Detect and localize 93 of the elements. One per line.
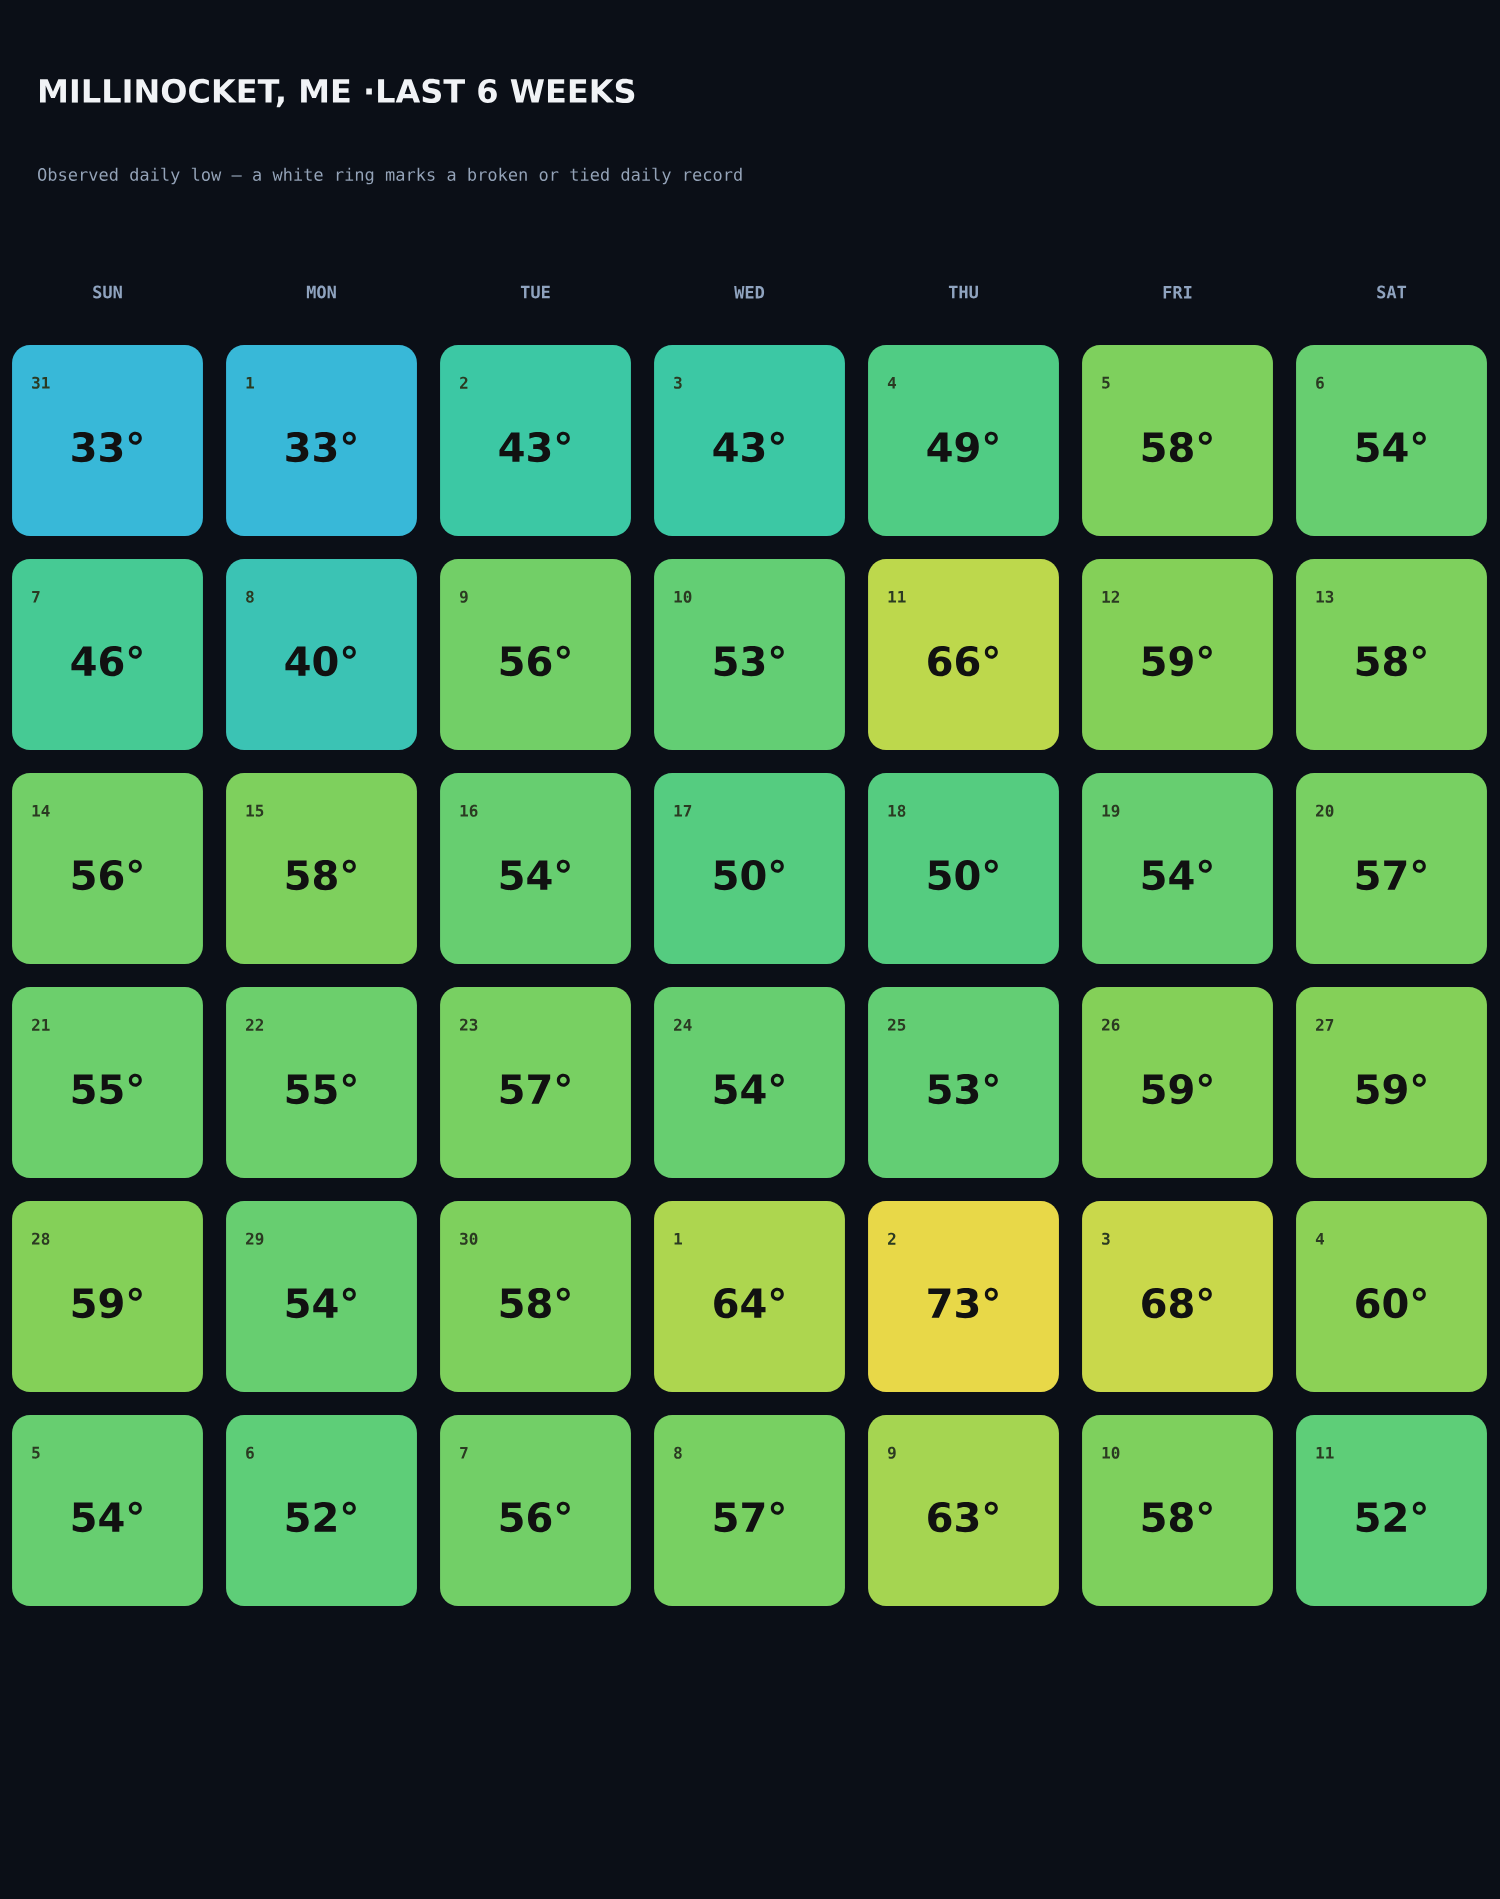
data-label: 54°	[714, 1073, 784, 1105]
annotation: 5	[32, 1446, 40, 1459]
data-label: 58°	[286, 859, 356, 891]
annotation: 4	[1315, 1232, 1325, 1245]
annotation: 6	[1316, 376, 1324, 389]
x-tick-label: TUE	[520, 285, 550, 299]
annotation: 26	[1102, 1018, 1120, 1031]
data-label: 54°	[1142, 859, 1212, 891]
annotation: 3	[674, 376, 682, 389]
data-label: 59°	[1142, 645, 1212, 677]
data-label: 53°	[928, 1073, 998, 1105]
annotation: 1	[674, 1232, 682, 1245]
annotation: 8	[674, 1446, 682, 1459]
x-tick-label: FRI	[1163, 286, 1192, 299]
annotation: 17	[674, 804, 692, 817]
annotation: 31	[32, 376, 50, 389]
annotation: 19	[1102, 804, 1120, 817]
annotation: 18	[888, 804, 906, 817]
annotation: 5	[1102, 376, 1110, 389]
annotation: 9	[887, 1446, 896, 1459]
data-label: 33°	[72, 431, 142, 463]
data-label: 50°	[714, 859, 784, 891]
data-label: 64°	[714, 1287, 784, 1319]
data-label: 56°	[500, 1501, 570, 1533]
data-label: 54°	[500, 859, 570, 891]
annotation: 2	[888, 1232, 896, 1245]
annotation: 28	[32, 1232, 50, 1245]
data-label: 53°	[714, 645, 784, 677]
data-label: 57°	[500, 1073, 570, 1105]
annotation: 11	[1316, 1446, 1334, 1459]
annotation: 15	[246, 804, 264, 817]
annotation: 11	[888, 590, 906, 603]
annotation: 27	[1316, 1018, 1334, 1031]
annotation: 2	[460, 376, 468, 389]
data-label: 43°	[499, 431, 570, 463]
annotation: 29	[246, 1232, 264, 1245]
data-label: 68°	[1142, 1287, 1212, 1319]
data-label: 55°	[286, 1073, 356, 1105]
annotation: 20	[1316, 804, 1334, 817]
data-label: 59°	[1142, 1073, 1212, 1105]
data-label: 57°	[714, 1501, 784, 1533]
annotation: 25	[888, 1018, 906, 1031]
annotation: 9	[459, 590, 468, 603]
data-label: 59°	[72, 1287, 142, 1319]
annotation: 8	[246, 590, 254, 603]
annotation: 7	[32, 590, 40, 603]
annotation: 7	[460, 1446, 468, 1459]
annotation: 14	[32, 804, 50, 817]
data-label: 50°	[928, 859, 998, 891]
data-label: 56°	[500, 645, 570, 677]
annotation: 21	[32, 1018, 50, 1031]
data-label: 57°	[1356, 859, 1426, 891]
data-label: 52°	[1356, 1501, 1426, 1533]
annotation: 10	[1102, 1446, 1120, 1459]
annotation: 4	[887, 376, 897, 389]
data-label: 58°	[1142, 431, 1212, 463]
data-label: 54°	[1356, 431, 1426, 463]
data-label: 55°	[72, 1073, 142, 1105]
annotation: 16	[460, 804, 478, 817]
annotation: 22	[246, 1018, 264, 1031]
x-tick-label: SUN	[93, 285, 122, 299]
data-label: 46°	[71, 645, 142, 677]
data-label: 33°	[286, 431, 356, 463]
annotation: 23	[460, 1018, 478, 1031]
x-tick-label: WED	[734, 286, 765, 299]
data-label: 49°	[927, 431, 998, 463]
chart-title: MILLINOCKET, ME ·LAST 6 WEEKS	[40, 78, 635, 108]
annotation: 10	[674, 590, 692, 603]
data-label: 40°	[285, 645, 356, 677]
annotation: 6	[246, 1446, 254, 1459]
data-label: 63°	[928, 1501, 998, 1533]
chart-subtitle: Observed daily low — a white ring marks a broken or tied daily record	[38, 167, 742, 185]
annotation: 13	[1316, 590, 1334, 603]
data-label: 43°	[713, 431, 784, 463]
data-label: 58°	[1142, 1501, 1212, 1533]
data-label: 56°	[72, 859, 142, 891]
data-label: 54°	[286, 1287, 356, 1319]
data-label: 58°	[500, 1287, 570, 1319]
data-label: 52°	[286, 1501, 356, 1533]
data-label: 73°	[928, 1287, 998, 1319]
x-tick-label: MON	[306, 285, 336, 299]
x-tick-label: SAT	[1377, 285, 1407, 299]
data-label: 60°	[1356, 1287, 1426, 1319]
data-label: 59°	[1356, 1073, 1426, 1105]
data-label: 54°	[72, 1501, 142, 1533]
annotation: 24	[674, 1018, 692, 1031]
data-label: 58°	[1356, 645, 1426, 677]
data-label: 66°	[928, 645, 998, 677]
annotation: 12	[1102, 590, 1120, 603]
x-tick-label: THU	[948, 285, 978, 299]
annotation: 1	[246, 376, 254, 389]
annotation: 30	[460, 1232, 478, 1245]
annotation: 3	[1102, 1232, 1110, 1245]
